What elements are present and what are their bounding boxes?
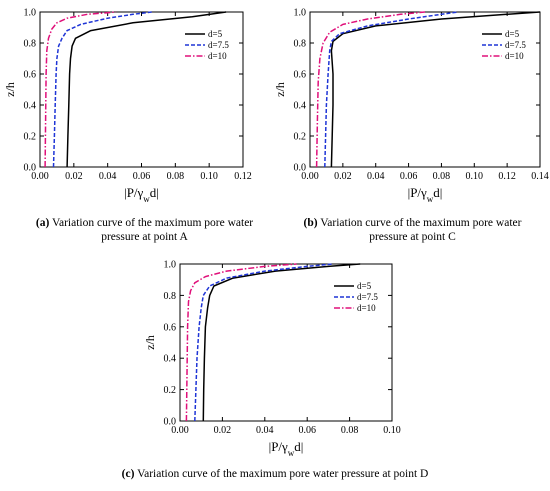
y-tick-label-d: 0.4 <box>164 354 177 365</box>
x-tick-label-c: 0.10 <box>466 171 484 182</box>
y-tick-label-a: 0.6 <box>24 70 37 81</box>
x-axis-label-a: |P/γwd| <box>124 185 159 204</box>
x-tick-label-c: 0.02 <box>334 171 352 182</box>
x-tick-label-c: 0.04 <box>367 171 385 182</box>
series-line-c-0 <box>330 11 541 168</box>
plot-frame-d <box>179 263 393 422</box>
y-tick-label-d: 0.0 <box>164 417 177 428</box>
x-tick-label-d: 0.02 <box>214 425 232 436</box>
y-axis-label-d: z/h <box>143 335 157 350</box>
legend-label-c-0: d=5 <box>505 29 520 39</box>
caption-a: (a) Variation curve of the maximum pore … <box>22 216 267 244</box>
y-tick-label-d: 0.2 <box>164 385 177 396</box>
series-line-d-1 <box>194 263 333 422</box>
series-line-a-1 <box>52 11 152 168</box>
y-tick-label-a: 0.8 <box>24 39 37 50</box>
legend-label-d-1: d=7.5 <box>357 292 378 302</box>
x-tick-label-a: 0.12 <box>234 171 252 182</box>
x-tick-label-d: 0.08 <box>341 425 359 436</box>
x-tick-label-c: 0.14 <box>531 171 549 182</box>
y-tick-label-a: 0.4 <box>24 101 37 112</box>
caption-b-text: Variation curve of the maximum pore wate… <box>320 217 522 243</box>
series-line-a-2 <box>44 11 117 168</box>
y-tick-label-c: 0.0 <box>294 163 307 174</box>
y-tick-label-d: 1.0 <box>164 260 177 271</box>
x-tick-label-a: 0.04 <box>99 171 117 182</box>
legend-label-a-0: d=5 <box>208 29 223 39</box>
caption-c-text: Variation curve of the maximum pore wate… <box>137 468 429 480</box>
y-axis-label-c: z/h <box>273 82 287 97</box>
legend-label-a-2: d=10 <box>208 51 227 61</box>
x-tick-label-d: 0.04 <box>256 425 274 436</box>
x-axis-label-d: |P/γwd| <box>269 439 304 458</box>
y-tick-label-a: 0.2 <box>24 132 37 143</box>
y-tick-label-c: 1.0 <box>294 8 307 19</box>
caption-c: (c) Variation curve of the maximum pore … <box>60 467 490 481</box>
series-line-d-0 <box>202 263 361 422</box>
y-tick-label-c: 0.8 <box>294 39 307 50</box>
caption-b: (b) Variation curve of the maximum pore … <box>290 216 535 244</box>
y-axis-label-a: z/h <box>3 82 17 97</box>
x-tick-label-d: 0.00 <box>171 425 189 436</box>
legend-label-c-2: d=10 <box>505 51 524 61</box>
caption-b-label: (b) <box>303 217 318 229</box>
caption-a-text: Variation curve of the maximum pore wate… <box>51 217 254 243</box>
series-line-a-0 <box>66 11 227 168</box>
x-axis-label-c: |P/γwd| <box>408 185 443 204</box>
y-tick-label-a: 0.0 <box>24 163 37 174</box>
caption-a-label: (a) <box>35 217 50 229</box>
series-line-c-2 <box>315 11 426 168</box>
x-tick-label-c: 0.06 <box>400 171 418 182</box>
x-tick-label-a: 0.08 <box>167 171 185 182</box>
x-tick-label-a: 0.02 <box>65 171 83 182</box>
chart-a: 0.00 0.02 0.04 0.06 0.08 0.10 0.12 0.0 0.2 0.4 0.6… <box>3 8 252 205</box>
legend-label-d-0: d=5 <box>357 281 372 291</box>
x-tick-label-a: 0.06 <box>133 171 151 182</box>
legend-label-d-2: d=10 <box>357 303 376 313</box>
y-tick-label-d: 0.6 <box>164 322 177 333</box>
legend-label-c-1: d=7.5 <box>505 40 526 50</box>
caption-c-label: (c) <box>121 468 135 480</box>
series-line-c-1 <box>324 11 459 168</box>
x-tick-label-a: 0.00 <box>31 171 49 182</box>
y-tick-label-c: 0.2 <box>294 132 307 143</box>
y-tick-label-d: 0.8 <box>164 291 177 302</box>
chart-c: 0.00 0.02 0.04 0.06 0.08 0.10 0.12 0.14 0.0 0.2 0.… <box>273 8 549 205</box>
x-tick-label-a: 0.10 <box>200 171 218 182</box>
legend-label-a-1: d=7.5 <box>208 40 229 50</box>
chart-d: 0.00 0.02 0.04 0.06 0.08 0.10 0.0 0.2 0.4 0.6 0.8 1… <box>143 260 401 459</box>
y-tick-label-c: 0.4 <box>294 101 307 112</box>
x-tick-label-d: 0.06 <box>298 425 316 436</box>
y-tick-label-a: 1.0 <box>24 8 37 19</box>
y-tick-label-c: 0.6 <box>294 70 307 81</box>
x-tick-label-c: 0.12 <box>498 171 516 182</box>
x-tick-label-d: 0.10 <box>383 425 401 436</box>
x-tick-label-c: 0.08 <box>433 171 451 182</box>
x-tick-label-c: 0.00 <box>301 171 319 182</box>
series-line-d-2 <box>185 263 297 422</box>
